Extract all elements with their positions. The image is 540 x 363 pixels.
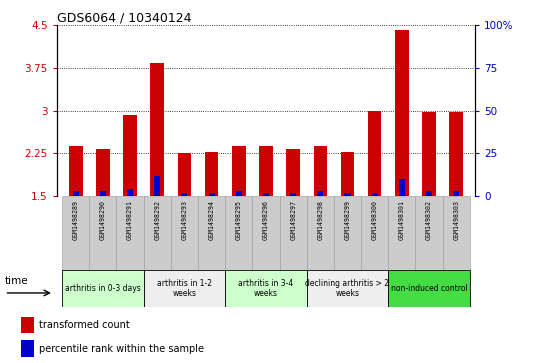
Text: time: time [4,276,28,286]
Bar [334,196,361,270]
Bar [361,196,388,270]
Bar [314,146,327,196]
Text: GSM1498295: GSM1498295 [236,200,242,240]
Bar [205,152,218,196]
Text: GSM1498292: GSM1498292 [154,200,160,240]
Bar [415,196,443,270]
Bar [171,196,198,270]
Bar [372,193,377,196]
Bar [232,146,246,196]
Bar [21,317,34,333]
Bar [280,196,307,270]
Text: non-induced control: non-induced control [390,284,468,293]
Bar [208,193,215,196]
Bar [181,193,187,196]
Bar [21,340,34,357]
Bar [426,191,432,196]
Text: GSM1498301: GSM1498301 [399,200,405,240]
Text: declining arthritis > 2
weeks: declining arthritis > 2 weeks [306,279,389,298]
Bar [263,193,269,196]
Bar [144,196,171,270]
Bar [62,270,144,307]
Bar [259,146,273,196]
Text: arthritis in 1-2
weeks: arthritis in 1-2 weeks [157,279,212,298]
Bar [96,150,110,196]
Text: GSM1498298: GSM1498298 [318,200,323,240]
Bar [127,189,133,196]
Bar [100,191,106,196]
Bar [252,196,280,270]
Bar [178,153,191,196]
Bar [307,196,334,270]
Text: GSM1498296: GSM1498296 [263,200,269,240]
Bar [422,113,436,196]
Bar [89,196,117,270]
Text: percentile rank within the sample: percentile rank within the sample [39,344,204,354]
Bar [123,115,137,196]
Bar [151,63,164,196]
Bar [154,176,160,196]
Bar [198,196,225,270]
Text: GSM1498303: GSM1498303 [453,200,459,240]
Text: transformed count: transformed count [39,321,130,330]
Bar [388,270,470,307]
Text: GDS6064 / 10340124: GDS6064 / 10340124 [57,11,191,24]
Bar [449,113,463,196]
Text: arthritis in 3-4
weeks: arthritis in 3-4 weeks [238,279,294,298]
Bar [290,193,296,196]
Bar [388,196,415,270]
Text: GSM1498294: GSM1498294 [208,200,214,240]
Text: GSM1498297: GSM1498297 [290,200,296,240]
Bar [307,270,388,307]
Bar [395,30,409,196]
Text: GSM1498302: GSM1498302 [426,200,432,240]
Text: GSM1498289: GSM1498289 [73,200,79,240]
Bar [399,179,405,196]
Bar [453,191,459,196]
Text: GSM1498299: GSM1498299 [345,200,350,240]
Bar [73,191,79,196]
Bar [225,270,307,307]
Bar [368,111,381,196]
Bar [225,196,252,270]
Bar [443,196,470,270]
Bar [341,152,354,196]
Text: GSM1498290: GSM1498290 [100,200,106,240]
Bar [236,191,242,196]
Text: arthritis in 0-3 days: arthritis in 0-3 days [65,284,141,293]
Text: GSM1498293: GSM1498293 [181,200,187,240]
Text: GSM1498300: GSM1498300 [372,200,377,240]
Bar [286,149,300,196]
Bar [62,196,89,270]
Bar [69,146,83,196]
Text: GSM1498291: GSM1498291 [127,200,133,240]
Bar [317,191,323,196]
Bar [117,196,144,270]
Bar [144,270,225,307]
Bar [345,193,350,196]
